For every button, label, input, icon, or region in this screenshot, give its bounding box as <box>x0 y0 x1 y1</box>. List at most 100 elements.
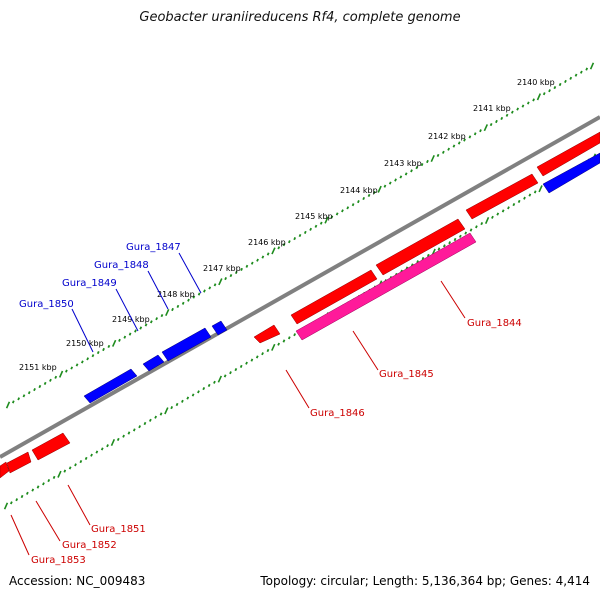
gene-arrow-forward[interactable] <box>253 324 281 344</box>
gene-arrow-forward[interactable] <box>31 432 71 461</box>
minor-tick <box>229 371 232 375</box>
minor-tick <box>102 347 105 352</box>
gene-label-gura-1850[interactable]: Gura_1850 <box>19 299 74 310</box>
gene-label-gura-1845[interactable]: Gura_1845 <box>379 369 434 380</box>
leader-line <box>147 270 169 310</box>
gene-arrow-reverse[interactable] <box>161 327 212 362</box>
gene-arrow-reverse[interactable] <box>542 152 600 194</box>
minor-tick <box>234 270 238 275</box>
minor-tick <box>309 227 313 231</box>
minor-tick <box>495 119 498 124</box>
minor-tick <box>52 475 56 479</box>
minor-tick <box>277 342 281 346</box>
gene-label-gura-1848[interactable]: Gura_1848 <box>94 260 149 271</box>
minor-tick <box>84 456 88 460</box>
minor-tick <box>106 444 109 448</box>
gene-arrow-forward[interactable] <box>465 173 539 220</box>
minor-tick <box>574 73 578 77</box>
minor-tick <box>22 394 26 398</box>
minor-tick <box>134 329 137 333</box>
minor-tick <box>357 200 360 204</box>
major-tick <box>218 278 223 286</box>
gene-arrow-rna[interactable] <box>295 232 477 341</box>
minor-tick <box>410 169 413 173</box>
minor-tick <box>496 212 500 216</box>
major-tick <box>377 185 382 193</box>
gene-label-gura-1852[interactable]: Gura_1852 <box>62 540 117 551</box>
minor-tick <box>532 98 535 102</box>
leader-line <box>35 500 61 542</box>
minor-tick <box>11 400 15 404</box>
major-tick <box>484 216 490 225</box>
minor-tick <box>192 295 196 299</box>
gene-label-gura-1844[interactable]: Gura_1844 <box>467 318 522 329</box>
gene-arrow-reverse[interactable] <box>142 354 165 372</box>
minor-tick <box>63 469 67 473</box>
gene-arrow-forward[interactable] <box>290 269 378 325</box>
leader-line <box>67 484 91 526</box>
minor-tick <box>303 230 307 234</box>
gene-arrow-reverse[interactable] <box>211 320 228 336</box>
minor-tick <box>116 437 120 441</box>
minor-tick <box>207 383 211 387</box>
gene-arrow-forward[interactable] <box>6 451 32 474</box>
minor-tick <box>346 206 350 210</box>
minor-tick <box>447 147 451 151</box>
gene-arrow-forward[interactable] <box>536 131 600 177</box>
minor-tick <box>533 190 537 194</box>
minor-tick <box>399 175 403 179</box>
minor-tick <box>191 393 195 397</box>
minor-tick <box>426 253 430 257</box>
minor-tick <box>351 203 355 207</box>
minor-tick <box>36 485 40 489</box>
major-tick <box>57 470 62 478</box>
minor-tick <box>298 233 302 238</box>
minor-tick <box>203 289 206 293</box>
minor-tick <box>287 336 291 340</box>
minor-tick <box>250 358 254 362</box>
minor-tick <box>90 453 93 457</box>
gene-label-gura-1853[interactable]: Gura_1853 <box>31 555 86 566</box>
minor-tick <box>441 150 445 154</box>
minor-tick <box>144 323 148 327</box>
minor-tick <box>383 184 387 188</box>
minor-tick <box>31 488 35 492</box>
minor-tick <box>420 163 424 167</box>
minor-tick <box>266 252 270 256</box>
minor-tick <box>38 384 42 389</box>
minor-tick <box>341 209 344 213</box>
minor-tick <box>186 396 190 400</box>
gene-arrow-reverse[interactable] <box>83 368 138 404</box>
minor-tick <box>75 363 79 367</box>
major-tick <box>111 339 117 347</box>
kbp-label: 2147 kbp <box>203 264 241 273</box>
gene-label-gura-1847[interactable]: Gura_1847 <box>126 242 181 253</box>
minor-tick <box>491 215 494 219</box>
minor-tick <box>507 206 510 210</box>
minor-tick <box>155 317 159 321</box>
kbp-label: 2148 kbp <box>157 290 195 299</box>
gene-label-gura-1851[interactable]: Gura_1851 <box>91 524 146 535</box>
major-tick <box>271 343 276 351</box>
minor-tick <box>79 460 83 464</box>
minor-tick <box>521 104 525 108</box>
kbp-label: 2150 kbp <box>66 339 104 348</box>
minor-tick <box>132 428 136 432</box>
minor-tick <box>293 333 297 337</box>
outer-tick-row <box>5 62 595 409</box>
kbp-scale: 2140 kbp 2141 kbp 2142 kbp 2143 kbp 2144… <box>19 78 555 372</box>
genome-backbone <box>0 115 600 459</box>
gene-label-gura-1846[interactable]: Gura_1846 <box>310 408 365 419</box>
minor-tick <box>175 402 179 407</box>
leader-line <box>352 330 379 371</box>
minor-tick <box>118 338 121 342</box>
minor-tick <box>128 332 132 336</box>
minor-tick <box>319 221 323 225</box>
leader-line <box>71 308 94 353</box>
minor-tick <box>245 264 249 268</box>
gene-arrow-forward[interactable] <box>0 461 10 479</box>
gene-arrow-forward[interactable] <box>375 218 466 276</box>
major-tick <box>271 247 276 255</box>
gene-label-gura-1849[interactable]: Gura_1849 <box>62 278 117 289</box>
minor-tick <box>181 301 185 305</box>
